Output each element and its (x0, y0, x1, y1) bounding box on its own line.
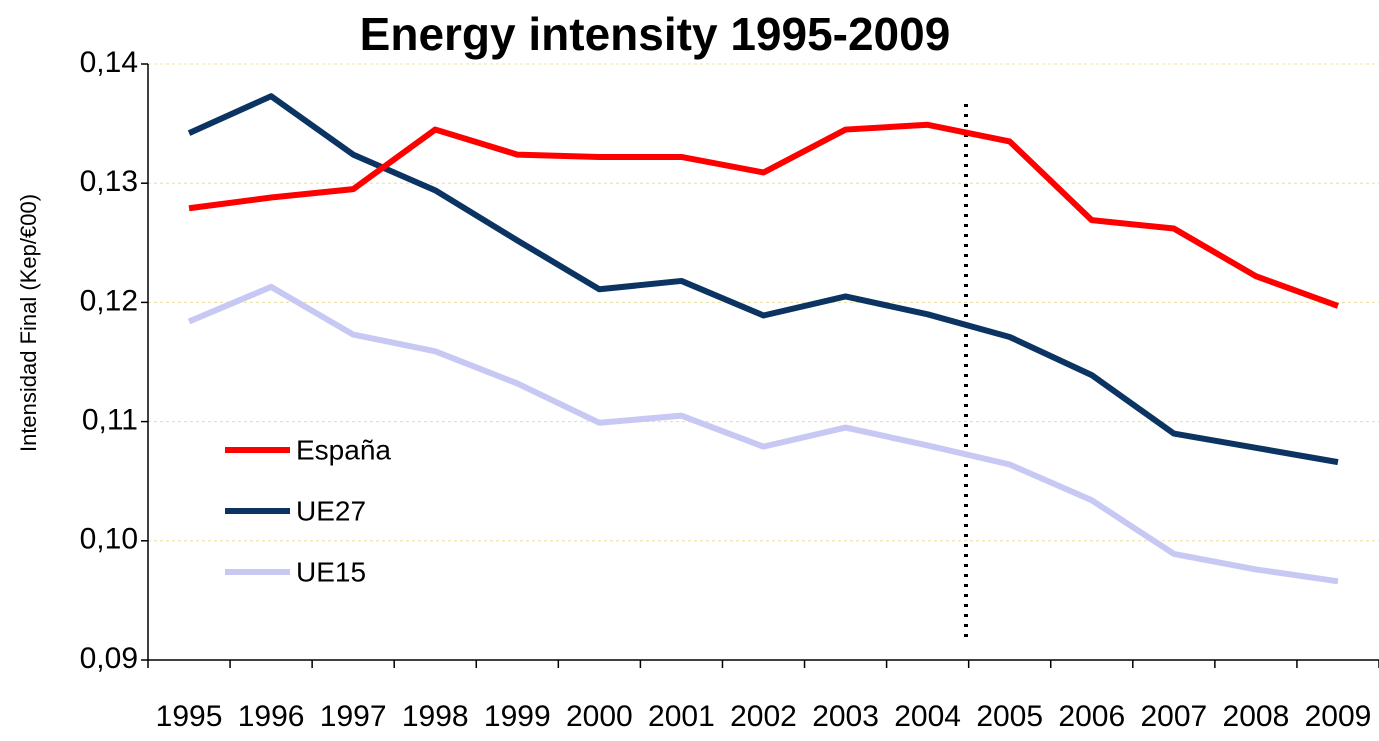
x-tick-label: 2003 (812, 700, 879, 733)
series-line (187, 93, 1339, 466)
x-tick-label: 2002 (730, 700, 797, 733)
chart-title: Energy intensity 1995-2009 (360, 8, 951, 60)
x-tick-label: 1996 (238, 700, 305, 733)
x-tick-label: 2000 (566, 700, 633, 733)
x-tick-label: 1995 (156, 700, 223, 733)
y-axis-label: Intensidad Final (Kep/€00) (16, 194, 41, 452)
y-tick-label: 0,14 (80, 46, 138, 79)
x-tick-label: 2008 (1223, 700, 1290, 733)
x-tick-label: 2009 (1305, 700, 1372, 733)
x-tick-label: 2007 (1140, 700, 1207, 733)
series-line (187, 283, 1339, 585)
legend-label: España (296, 434, 391, 465)
y-tick-label: 0,11 (82, 404, 138, 437)
x-tick-label: 2006 (1058, 700, 1125, 733)
y-tick-label: 0,13 (80, 165, 138, 198)
legend-label: UE27 (296, 495, 366, 526)
y-tick-label: 0,12 (80, 284, 138, 317)
x-tick-label: 2004 (894, 700, 961, 733)
y-tick-label: 0,09 (80, 642, 138, 675)
x-tick-label: 2001 (648, 700, 715, 733)
y-tick-label: 0,10 (80, 523, 138, 556)
x-tick-label: 2005 (976, 700, 1043, 733)
x-tick-label: 1999 (484, 700, 551, 733)
x-tick-label: 1998 (402, 700, 469, 733)
x-tick-label: 1997 (320, 700, 387, 733)
series-line (188, 121, 1339, 309)
legend-label: UE15 (296, 556, 366, 587)
